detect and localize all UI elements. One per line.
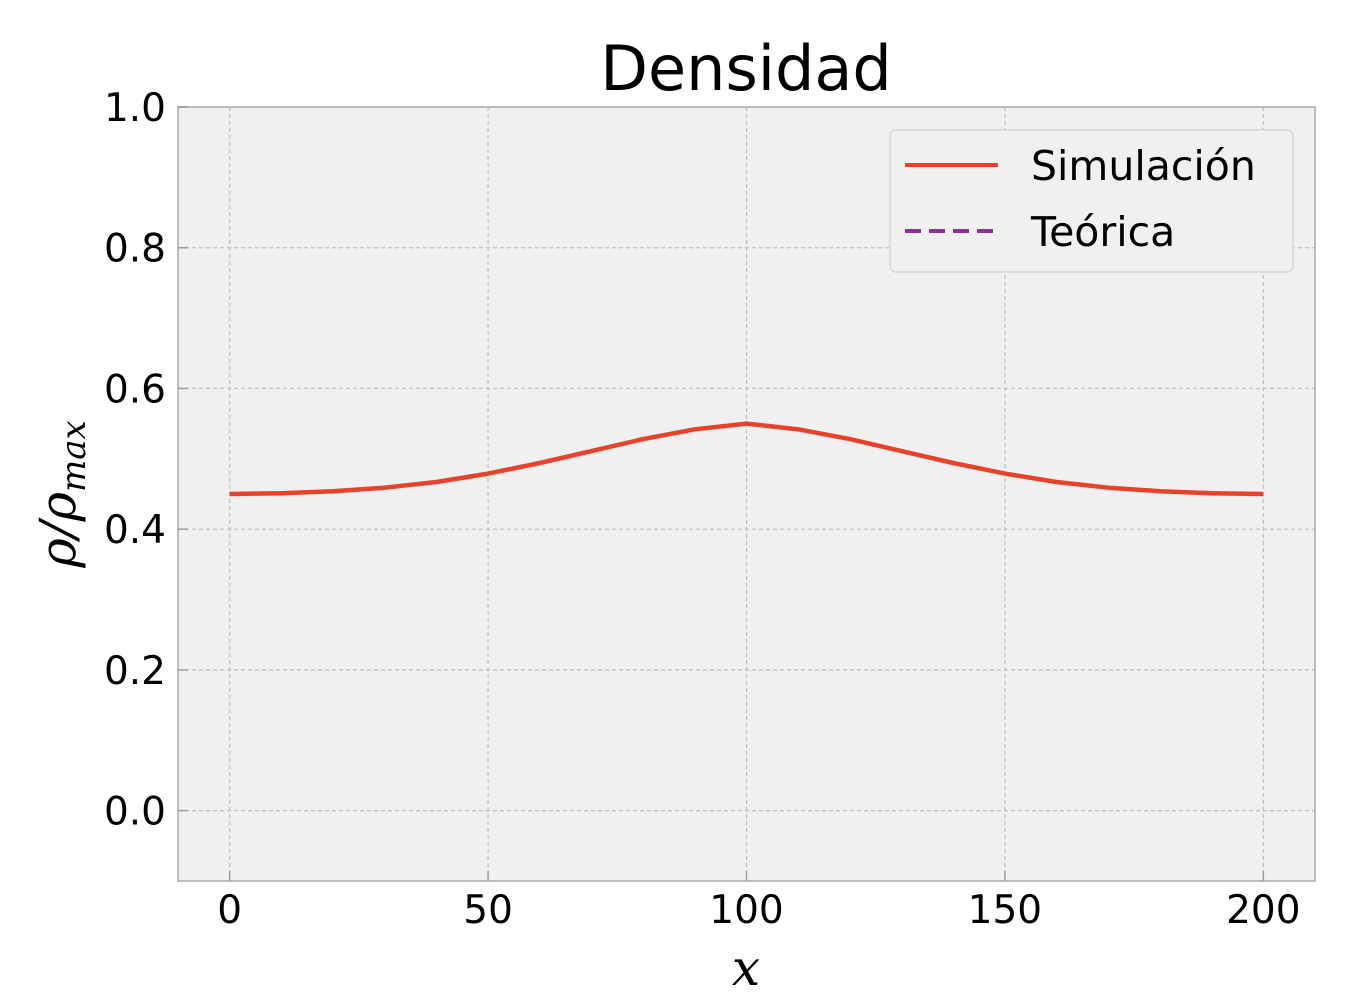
y-tick-label: 0.8	[104, 227, 166, 272]
x-tick-label: 200	[1226, 888, 1300, 933]
y-axis-label-sub: max	[54, 420, 94, 492]
legend-label-simulacion: Simulación	[1031, 142, 1256, 190]
x-tick-label: 0	[217, 888, 242, 933]
y-tick-label: 0.0	[104, 790, 166, 835]
y-tick-label: 0.6	[104, 367, 166, 412]
y-tick-label: 0.4	[104, 508, 166, 553]
series-line-simulacion	[229, 421, 1264, 497]
series-lines	[229, 421, 1264, 497]
x-tick-label: 150	[968, 888, 1042, 933]
y-tick-label: 0.2	[104, 649, 166, 694]
y-axis-label-base: ρ/ρ	[29, 491, 87, 568]
chart-title: Densidad	[600, 32, 891, 105]
x-tick-label: 100	[709, 888, 783, 933]
y-tick-label: 1.0	[104, 86, 166, 131]
legend-label-teorica: Teórica	[1030, 208, 1175, 256]
x-axis-label: x	[732, 939, 760, 997]
x-tick-label: 50	[463, 888, 513, 933]
axis-ticks: 0 50 100 150 200 0.0 0.2 0.4 0.6 0.8 1.0	[104, 86, 1301, 933]
grid-lines	[178, 106, 1315, 881]
legend: Simulación Teórica	[889, 129, 1294, 273]
y-axis-label: ρ/ρmax	[29, 420, 94, 568]
